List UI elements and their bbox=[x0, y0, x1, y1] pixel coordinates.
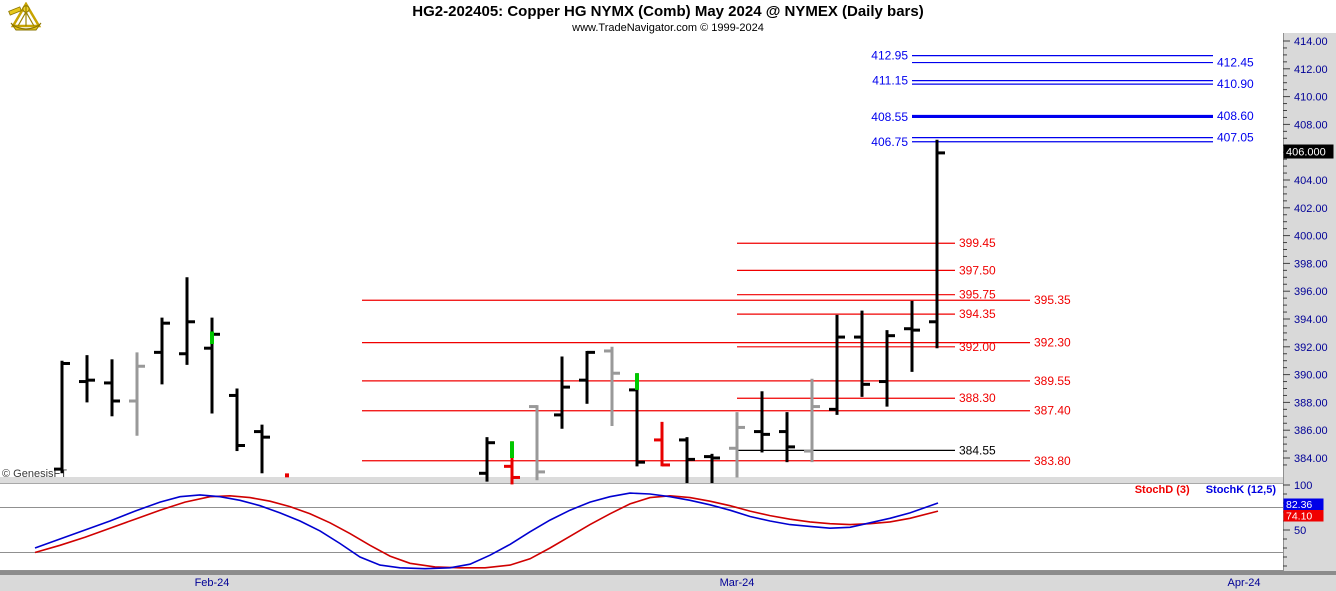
price-axis-label: 388.00 bbox=[1294, 397, 1328, 409]
resistance-line-label: 408.60 bbox=[1217, 109, 1254, 123]
x-axis-label: Feb-24 bbox=[195, 577, 230, 589]
support-line-label: 394.35 bbox=[959, 307, 996, 321]
support-line-label: 399.45 bbox=[959, 236, 996, 250]
ohlc-bar bbox=[285, 473, 289, 478]
stochd-value-box bbox=[1283, 510, 1324, 522]
support-line-label: 392.00 bbox=[959, 340, 996, 354]
resistance-line-label: 412.45 bbox=[1217, 56, 1254, 70]
price-axis-label: 402.00 bbox=[1294, 203, 1328, 215]
price-axis-label: 404.00 bbox=[1294, 175, 1328, 187]
price-axis-label: 400.00 bbox=[1294, 231, 1328, 243]
support-line-label: 387.40 bbox=[1034, 404, 1071, 418]
x-axis-strip[interactable] bbox=[0, 575, 1336, 591]
resistance-line-label: 411.15 bbox=[872, 74, 908, 88]
chart-subtitle: www.TradeNavigator.com © 1999-2024 bbox=[572, 22, 764, 34]
stochd-curve bbox=[34, 494, 939, 569]
resistance-line-label: 408.55 bbox=[871, 110, 908, 124]
price-axis-label: 408.00 bbox=[1294, 119, 1328, 131]
support-line-label: 397.50 bbox=[959, 263, 996, 277]
resistance-line-label: 407.05 bbox=[1217, 131, 1254, 145]
stoch-axis-label: 50 bbox=[1294, 525, 1306, 537]
support-line-label: 395.35 bbox=[1034, 293, 1071, 307]
last-price-box bbox=[1283, 144, 1334, 159]
x-axis-label: Apr-24 bbox=[1227, 577, 1260, 589]
support-line-label: 383.80 bbox=[1034, 454, 1071, 468]
chart-title: HG2-202405: Copper HG NYMX (Comb) May 20… bbox=[412, 3, 924, 20]
genesis-logo-icon bbox=[6, 1, 46, 37]
stochk-value-box bbox=[1283, 498, 1324, 510]
price-axis-label: 396.00 bbox=[1294, 286, 1328, 298]
resistance-line-label: 412.95 bbox=[871, 49, 908, 63]
price-axis-label: 412.00 bbox=[1294, 64, 1328, 76]
resistance-line-label: 406.75 bbox=[871, 135, 908, 149]
support-line-label: 395.75 bbox=[959, 288, 996, 302]
price-axis-label: 390.00 bbox=[1294, 370, 1328, 382]
support-line-label: 389.55 bbox=[1034, 374, 1071, 388]
last-price-value: 406.000 bbox=[1286, 147, 1326, 159]
price-axis-label: 386.00 bbox=[1294, 425, 1328, 437]
resistance-line-label: 410.90 bbox=[1217, 77, 1254, 91]
x-axis-label: Mar-24 bbox=[720, 577, 755, 589]
price-axis-label: 384.00 bbox=[1294, 453, 1328, 465]
stochk-value: 82.36 bbox=[1286, 499, 1312, 511]
stoch-axis-label: 100 bbox=[1294, 480, 1312, 492]
price-axis-strip[interactable] bbox=[1283, 33, 1336, 574]
indicator-legend: StochD (3) StochK (12,5) bbox=[1135, 484, 1276, 496]
price-axis-label: 394.00 bbox=[1294, 314, 1328, 326]
stochk-curve bbox=[34, 492, 939, 570]
support-line-label: 388.30 bbox=[959, 391, 996, 405]
price-axis-label: 398.00 bbox=[1294, 258, 1328, 270]
price-axis-label: 414.00 bbox=[1294, 36, 1328, 48]
support-line-label: 392.30 bbox=[1034, 336, 1071, 350]
x-axis-top-band bbox=[0, 571, 1336, 575]
support-line-label: 384.55 bbox=[959, 443, 996, 457]
stochd-legend-label[interactable]: StochD (3) bbox=[1134, 484, 1190, 496]
stochk-legend-label[interactable]: StochK (12,5) bbox=[1205, 484, 1276, 496]
stochd-value: 74.10 bbox=[1286, 511, 1312, 523]
price-axis-label: 392.00 bbox=[1294, 342, 1328, 354]
panel-divider[interactable] bbox=[0, 477, 1283, 483]
price-axis-label: 410.00 bbox=[1294, 92, 1328, 104]
